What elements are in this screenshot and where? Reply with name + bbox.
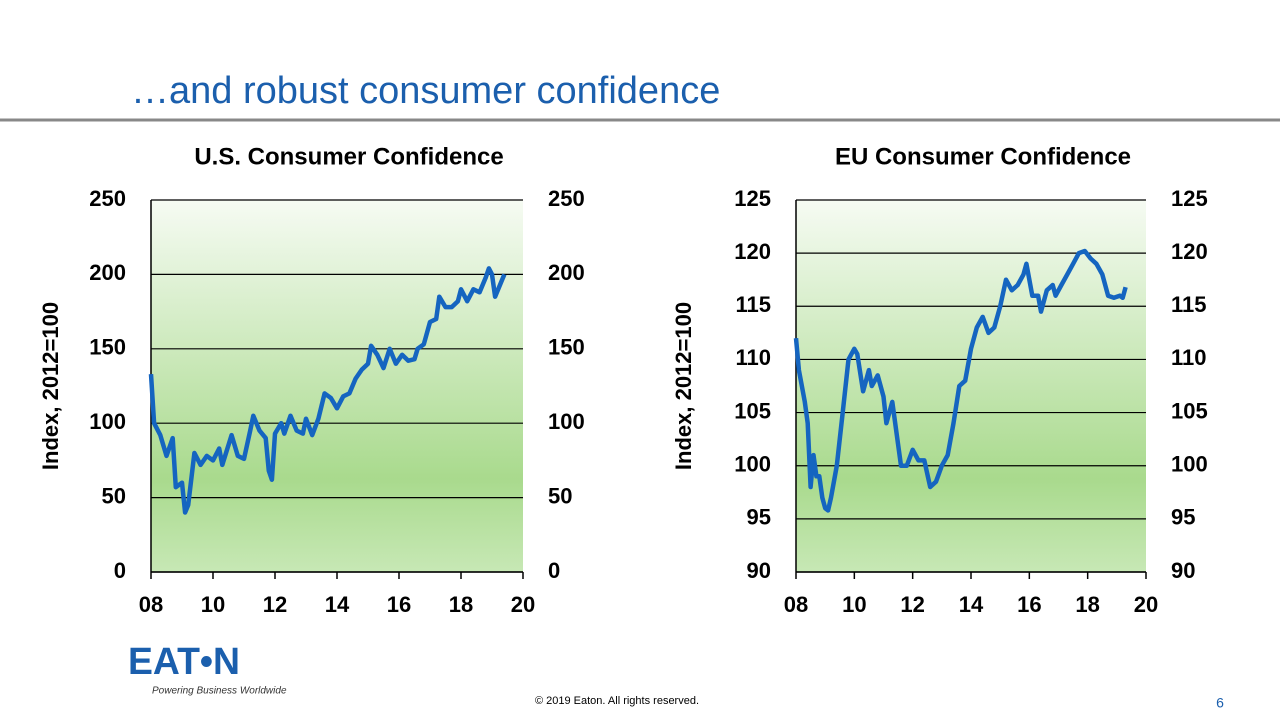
y2-tick-label: 115: [1171, 292, 1207, 317]
y-tick-label: 95: [747, 505, 771, 530]
y2-tick-label: 95: [1171, 505, 1195, 530]
chart-title: EU Consumer Confidence: [835, 143, 1131, 170]
y2-tick-label: 90: [1171, 558, 1195, 583]
plot-area: [796, 200, 1146, 572]
y-tick-label: 90: [747, 558, 771, 583]
y-tick-label: 120: [734, 239, 771, 264]
y-tick-label: 100: [734, 452, 771, 477]
y2-tick-label: 150: [548, 335, 585, 360]
y2-tick-label: 200: [548, 260, 585, 285]
y-tick-label: 50: [102, 483, 126, 508]
x-tick-label: 16: [387, 592, 411, 617]
x-tick-label: 10: [201, 592, 225, 617]
tagline: Powering Business Worldwide: [152, 686, 287, 697]
x-tick-label: 18: [449, 592, 473, 617]
series-line: [148, 266, 507, 515]
series-line: [793, 248, 1128, 513]
y-tick-label: 115: [736, 292, 772, 317]
x-tick-label: 14: [959, 592, 984, 617]
x-tick-label: 08: [784, 592, 808, 617]
y2-tick-label: 250: [548, 186, 585, 211]
y-tick-label: 150: [89, 335, 126, 360]
y2-tick-label: 120: [1171, 239, 1208, 264]
logo: EAT•N: [128, 641, 240, 683]
y2-tick-label: 110: [1171, 345, 1207, 370]
y2-tick-label: 100: [1171, 452, 1208, 477]
chart-title: U.S. Consumer Confidence: [194, 143, 503, 170]
y-axis-label: Index, 2012=100: [671, 302, 696, 470]
y2-tick-label: 50: [548, 483, 572, 508]
y-tick-label: 0: [114, 558, 126, 583]
x-tick-label: 16: [1017, 592, 1041, 617]
x-tick-label: 18: [1075, 592, 1099, 617]
y2-tick-label: 105: [1171, 398, 1208, 423]
y-tick-label: 125: [734, 186, 771, 211]
y-tick-label: 105: [734, 398, 771, 423]
footer: © 2019 Eaton. All rights reserved.: [535, 695, 699, 707]
x-tick-label: 12: [263, 592, 287, 617]
y2-tick-label: 100: [548, 409, 585, 434]
x-tick-label: 20: [1134, 592, 1158, 617]
y2-tick-label: 0: [548, 558, 560, 583]
y-tick-label: 250: [89, 186, 126, 211]
x-tick-label: 08: [139, 592, 163, 617]
x-tick-label: 20: [511, 592, 535, 617]
y2-tick-label: 125: [1171, 186, 1208, 211]
x-tick-label: 10: [842, 592, 866, 617]
x-tick-label: 12: [900, 592, 924, 617]
y-axis-label: Index, 2012=100: [38, 302, 63, 470]
x-tick-label: 14: [325, 592, 350, 617]
plot-area: [151, 200, 523, 572]
slide-title: …and robust consumer confidence: [131, 70, 720, 112]
y-tick-label: 110: [736, 345, 772, 370]
y-tick-label: 200: [89, 260, 126, 285]
y-tick-label: 100: [89, 409, 126, 434]
page-number: 6: [1216, 695, 1224, 711]
